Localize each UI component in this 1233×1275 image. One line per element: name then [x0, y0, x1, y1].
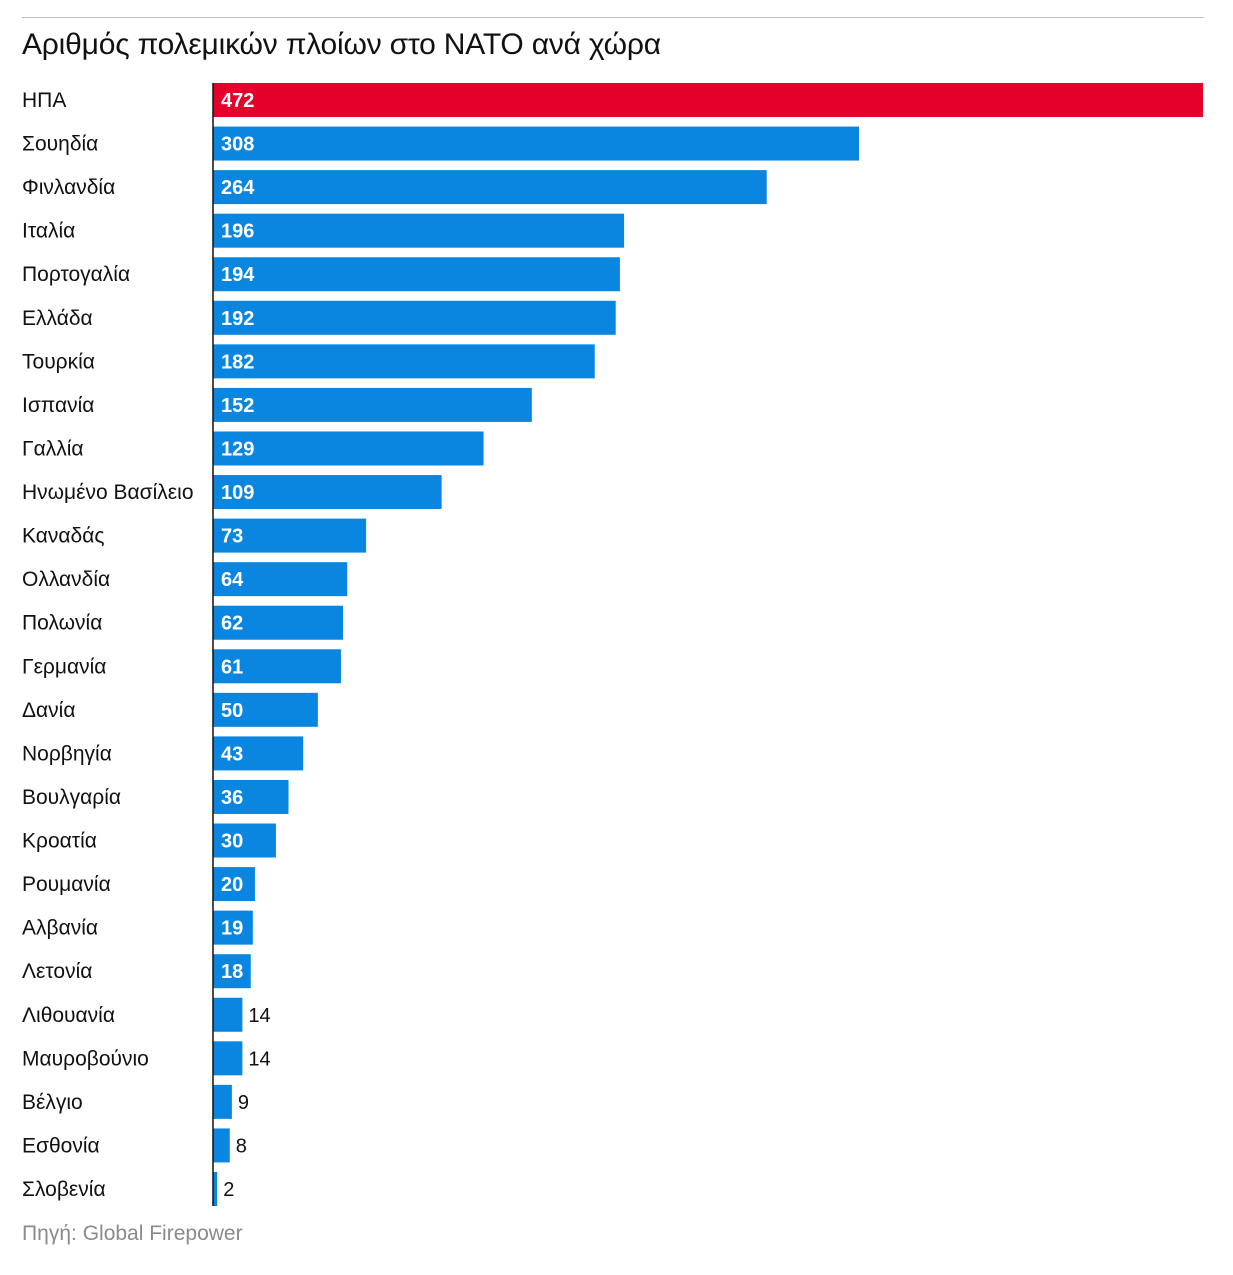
value-label: 182: [221, 351, 254, 373]
value-label: 264: [221, 177, 255, 199]
bar-ιταλία: [213, 213, 625, 248]
value-label: 308: [221, 134, 254, 156]
bar-φινλανδία: [213, 170, 767, 205]
bar-καναδάς: [213, 518, 367, 553]
category-label: Ηνωμένο Βασίλειο: [22, 481, 194, 504]
bar-μαυροβούνιο: [213, 1041, 243, 1076]
bar-λετονία: [213, 954, 251, 989]
category-label: Τουρκία: [22, 350, 95, 373]
category-label: Σουηδία: [22, 133, 98, 156]
category-label: Ολλανδία: [22, 568, 110, 591]
value-label: 152: [221, 395, 254, 417]
bar-γερμανία: [213, 649, 341, 684]
bar-νορβηγία: [213, 736, 304, 771]
category-label: Πολωνία: [22, 612, 102, 635]
category-label: Λετονία: [22, 960, 92, 983]
value-label: 9: [238, 1092, 249, 1114]
top-rule: [22, 17, 1204, 18]
value-label: 19: [221, 918, 243, 940]
category-label: Πορτογαλία: [22, 263, 130, 286]
value-label: 20: [221, 874, 243, 896]
value-label: 192: [221, 308, 254, 330]
category-label: ΗΠΑ: [22, 89, 66, 112]
value-label: 2: [223, 1179, 234, 1201]
value-label: 61: [221, 656, 243, 678]
value-label: 8: [236, 1135, 247, 1157]
value-label: 109: [221, 482, 254, 504]
value-label: 472: [221, 90, 254, 112]
value-label: 43: [221, 743, 243, 765]
category-label: Φινλανδία: [22, 176, 115, 199]
category-label: Μαυροβούνιο: [22, 1047, 149, 1070]
bar-σλοβενία: [213, 1172, 218, 1206]
bar-πορτογαλία: [213, 257, 620, 292]
chart-title: Αριθμός πολεμικών πλοίων στο NATO ανά χώ…: [22, 28, 661, 61]
category-label: Καναδάς: [22, 525, 104, 548]
value-label: 14: [248, 1048, 270, 1070]
value-label: 129: [221, 438, 254, 460]
value-label: 18: [221, 961, 243, 983]
bar-ηνωμένο-βασίλειο: [213, 475, 442, 510]
category-label: Εσθονία: [22, 1134, 100, 1157]
bar-εσθονία: [213, 1128, 230, 1163]
category-label: Γαλλία: [22, 437, 84, 460]
bar-ρουμανία: [213, 867, 255, 902]
value-label: 62: [221, 613, 243, 635]
category-label: Ιταλία: [22, 220, 75, 243]
value-label: 30: [221, 831, 243, 853]
category-label: Ρουμανία: [22, 873, 111, 896]
bar-γαλλία: [213, 431, 484, 466]
category-label: Βουλγαρία: [22, 786, 121, 809]
value-label: 196: [221, 221, 254, 243]
value-label: 64: [221, 569, 244, 591]
bar-ολλανδία: [213, 562, 348, 597]
bar-σουηδία: [213, 126, 860, 161]
value-label: 194: [221, 264, 255, 286]
source-note: Πηγή: Global Firepower: [22, 1222, 243, 1245]
bar-λιθουανία: [213, 997, 243, 1032]
category-label: Σλοβενία: [22, 1178, 106, 1201]
value-label: 73: [221, 526, 243, 548]
bar-ηπα: [213, 83, 1203, 117]
bar-βέλγιο: [213, 1084, 232, 1119]
category-label: Αλβανία: [22, 917, 98, 940]
category-label: Κροατία: [22, 830, 97, 853]
value-label: 14: [248, 1005, 270, 1027]
bar-ελλάδα: [213, 300, 616, 335]
bar-ισπανία: [213, 387, 532, 422]
category-label: Νορβηγία: [22, 742, 112, 765]
category-label: Γερμανία: [22, 655, 106, 678]
category-label: Λιθουανία: [22, 1004, 115, 1027]
value-label: 50: [221, 700, 243, 722]
bar-τουρκία: [213, 344, 595, 379]
category-label: Ελλάδα: [22, 307, 93, 330]
bar-αλβανία: [213, 910, 253, 945]
category-label: Βέλγιο: [22, 1091, 83, 1114]
bar-πολωνία: [213, 605, 344, 640]
value-label: 36: [221, 787, 243, 809]
bar-κροατία: [213, 823, 276, 858]
category-label: Δανία: [22, 699, 75, 722]
bar-δανία: [213, 692, 318, 727]
bar-βουλγαρία: [213, 779, 289, 814]
category-label: Ισπανία: [22, 394, 94, 417]
